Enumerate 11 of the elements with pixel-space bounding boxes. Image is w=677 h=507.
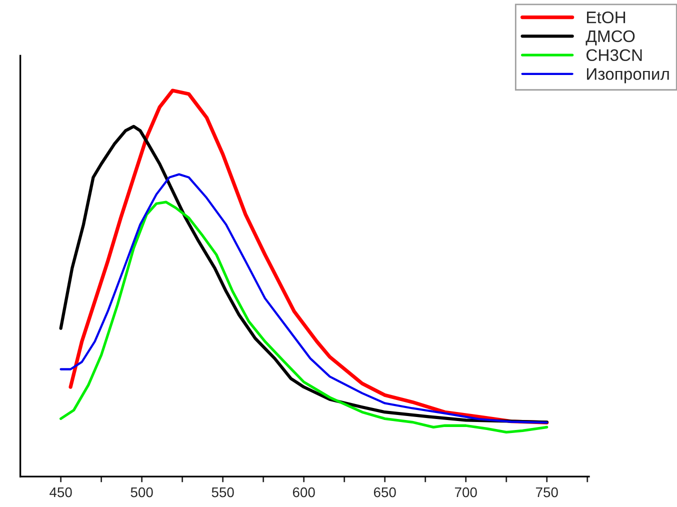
x-tick-label: 700 — [454, 487, 477, 498]
legend-label: Изопропил — [587, 68, 669, 84]
x-tick-label: 450 — [50, 487, 72, 498]
legend-label: ДМСО — [586, 30, 635, 46]
legend-label: CH3CN — [586, 49, 642, 62]
x-tick-label: 500 — [130, 487, 153, 498]
x-tick-label: 650 — [374, 487, 396, 498]
x-tick-label: 600 — [292, 487, 315, 498]
x-tick-label: 750 — [536, 487, 558, 498]
legend-label: EtOH — [587, 12, 626, 24]
x-tick-label: 550 — [212, 487, 234, 498]
